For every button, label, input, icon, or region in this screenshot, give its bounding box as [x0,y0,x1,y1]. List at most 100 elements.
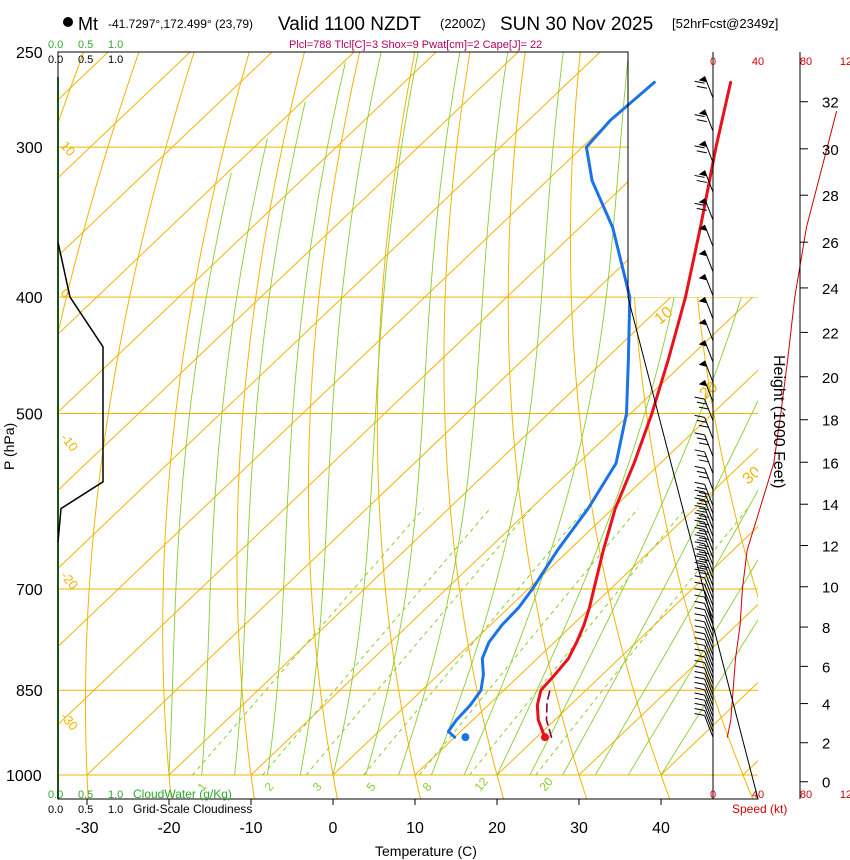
wind-barb-feather [696,546,707,550]
cloudiness-tick-top: 0.0 [48,54,63,66]
wind-barb-feather [698,514,710,518]
wind-barb-staff [704,689,714,712]
wind-barb-feather [694,594,705,598]
wind-barb-feather [694,665,705,669]
wind-barb-feather [696,119,707,123]
moist-adiabat [234,101,306,776]
mixing-ratio-label: 8 [420,780,435,794]
wind-barb-feather [696,539,707,543]
cloudwater-label: CloudWater (g/Kg) [133,787,232,801]
isotherm-line [168,52,758,776]
height-tick-label: 20 [822,370,839,387]
wind-barb-pennant [698,140,707,147]
x-tick-label: -30 [75,820,98,837]
wind-speed-tick-bottom: 40 [752,789,764,801]
forecast-run: [52hrFcst@2349z] [672,16,778,31]
mixing-ratio-line [192,508,425,776]
station-location: -41.7297°,172.499° (23,79) [108,17,253,31]
wind-barb-pennant [698,76,707,83]
wind-barb-feather [694,581,705,585]
wind-barb-staff [704,522,714,545]
moist-adiabat [463,52,630,776]
mixing-ratio-label: 2 [262,780,277,794]
dry-adiabat [308,52,361,799]
isotherm-label: 10 [652,304,677,329]
wind-barb-staff [704,109,714,132]
wind-barb-staff [704,514,714,537]
dry-adiabat [630,52,754,799]
wind-barb-feather [696,150,707,154]
height-tick-label: 22 [822,325,839,342]
x-axis-title: Temperature (C) [375,843,477,859]
isotherm-line [58,52,601,776]
moist-adiabat [332,52,419,776]
cloudiness-tick-bottom: 0.5 [78,804,93,816]
wind-barb-feather [698,558,710,562]
moist-adiabat [562,52,758,776]
wind-barb-feather [696,401,707,405]
mixing-ratio-line [262,508,491,776]
wind-barb-feather [698,544,710,548]
wind-barb-staff [704,577,714,600]
wind-barb-feather [694,607,705,611]
wind-barb-feather [698,522,710,526]
dry-adiabat [85,52,195,799]
wind-barb-staff [704,633,714,656]
wind-barb-staff [704,170,714,193]
moist-adiabat [299,52,382,776]
wind-speed-tick-bottom: 80 [800,789,812,801]
wind-barb-staff [704,645,714,668]
wind-barb-staff [704,590,714,613]
height-tick-label: 12 [822,538,839,555]
wind-speed-label: Speed (kt) [732,802,787,816]
wind-barb-feather [696,524,707,528]
dry-adiabat [569,52,671,799]
wind-barb-feather [696,553,707,557]
wind-barb-feather [696,85,707,89]
pressure-tick-label: 400 [16,290,43,307]
x-tick-label: -10 [239,820,262,837]
wind-barb-staff [704,360,714,383]
wind-speed-profile [726,110,838,738]
forecast-date: SUN 30 Nov 2025 [500,14,653,35]
wind-barb-staff [704,491,714,514]
cloudiness-profile-line [57,242,104,543]
dry-adiabat-label: -30 [58,709,82,733]
wind-barb-feather [694,465,705,469]
wind-barb-staff [704,550,714,573]
wind-barb-feather [698,551,710,555]
mixing-ratio-line [305,508,532,776]
wind-barb-feather [696,437,707,441]
wind-barb-staff [704,662,714,685]
isotherm-line [58,52,191,776]
wind-barb-feather [698,424,710,428]
wind-barb-staff [704,499,714,522]
x-tick-label: 30 [570,820,588,837]
wind-barb-feather [698,571,710,575]
wind-barb-staff [704,529,714,552]
wind-barb-pennant [698,297,707,304]
wind-barb-feather [694,541,705,545]
wind-barb-feather [694,707,705,711]
height-tick-label: 6 [822,659,830,676]
wind-barb-feather [698,475,710,479]
moist-adiabat [430,52,564,776]
wind-barb-staff [704,570,714,593]
wind-speed-tick-top: 12 [840,56,850,68]
height-tick-label: 32 [822,95,839,112]
wind-barb-feather [694,713,705,717]
cloudiness-tick-bottom: 1.0 [108,804,123,816]
dry-adiabat [443,52,505,799]
height-tick-label: 2 [822,736,830,753]
wind-barb-feather [694,527,705,531]
cloudwater-tick-top: 1.0 [108,39,123,51]
wind-barb-staff [704,656,714,679]
height-tick-label: 0 [822,775,830,792]
utc-time: (2200Z) [440,16,486,31]
wind-barb-feather [694,481,705,485]
isotherm-label: 0 [632,194,650,213]
wind-barb-pennant [698,198,707,205]
wind-barb-staff [704,673,714,696]
